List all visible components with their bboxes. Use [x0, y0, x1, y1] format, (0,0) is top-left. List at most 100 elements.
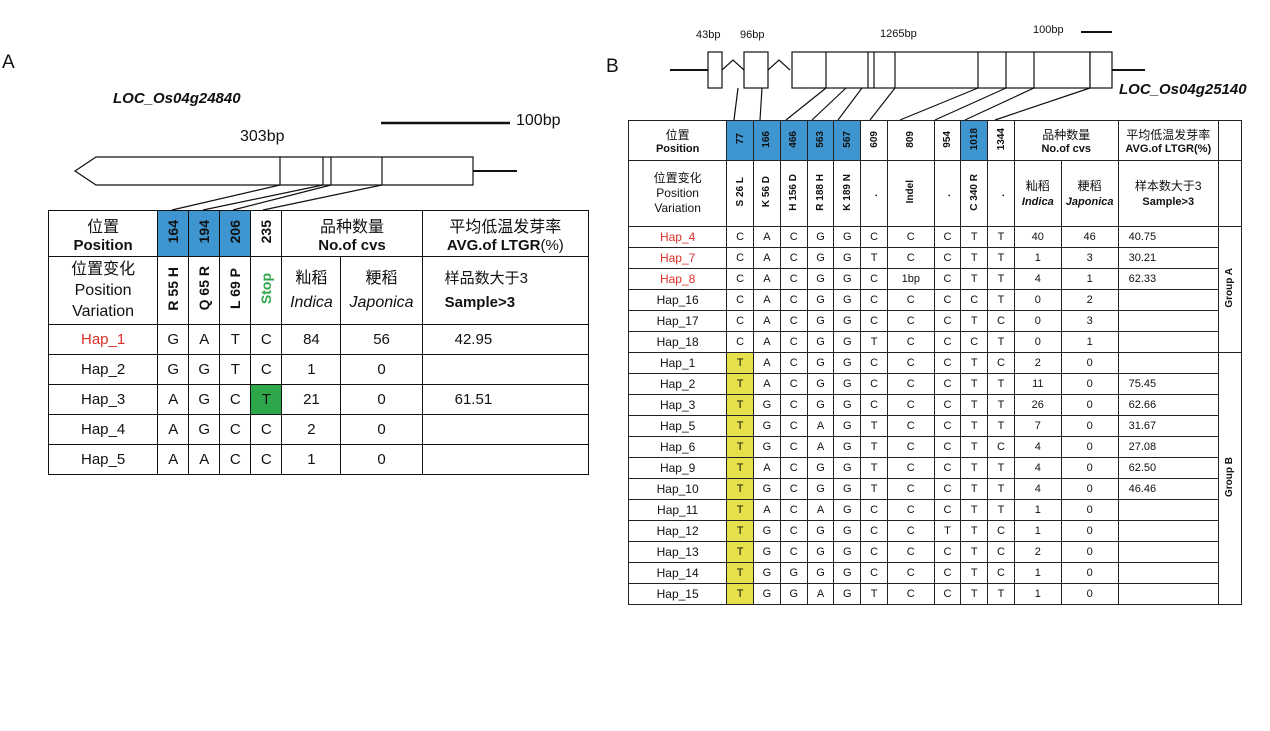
base-cell: C [933, 310, 962, 332]
indica-count: 4 [1013, 268, 1062, 290]
base-cell: T [987, 583, 1015, 605]
indica-count: 21 [281, 384, 342, 415]
variation-cell: . [987, 160, 1015, 227]
avg-ltgr-cell: 75.45 [1117, 373, 1219, 395]
indica-count: 4 [1013, 436, 1062, 458]
base-cell: G [833, 478, 862, 500]
position-cell: 194 [188, 210, 221, 257]
indica-count: 2 [1013, 541, 1062, 563]
base-cell: G [833, 457, 862, 479]
base-cell: T [933, 520, 962, 542]
base-cell: C [779, 310, 808, 332]
table-row: Hap_11 T A C A G C C C T T 1 0 [627, 499, 1242, 521]
position-cell: 954 [933, 120, 962, 161]
indica-count: 11 [1013, 373, 1062, 395]
japonica-count: 0 [340, 444, 423, 475]
base-cell: T [726, 583, 755, 605]
base-cell: C [779, 268, 808, 290]
base-cell: C [933, 226, 962, 248]
base-cell: C [860, 226, 888, 248]
base-cell: C [860, 541, 888, 563]
base-cell: G [753, 436, 781, 458]
base-cell: T [726, 520, 755, 542]
base-cell: T [987, 499, 1015, 521]
avg-ltgr-cell: 42.95 [421, 324, 590, 355]
base-cell: G [753, 541, 781, 563]
variation-cell: R 55 H [157, 256, 190, 325]
base-cell: T [726, 415, 755, 437]
base-cell: C [933, 541, 962, 563]
japonica-count: 1 [1060, 331, 1119, 353]
variation-cell: L 69 P [219, 256, 252, 325]
base-cell: T [726, 541, 755, 563]
avg-ltgr-cell [1117, 541, 1219, 563]
base-cell: C [933, 457, 962, 479]
table-row: Hap_5 T G C A G T C C T T 7 0 31.67 [627, 415, 1242, 437]
base-cell: C [726, 247, 755, 269]
table-row: Hap_3 A G C T 21 0 61.51 [47, 384, 590, 415]
base-cell: C [779, 520, 808, 542]
base-cell: A [753, 373, 781, 395]
japonica-count: 0 [1060, 352, 1119, 374]
base-cell: T [726, 478, 755, 500]
indica-count: 1 [1013, 583, 1062, 605]
base-cell: G [753, 415, 781, 437]
avg-ltgr-cell [1117, 562, 1219, 584]
base-cell: T [960, 415, 989, 437]
position-cell: 1344 [987, 120, 1015, 161]
sample-header: 样本数大于3 Sample>3 [1117, 160, 1219, 227]
base-cell: C [779, 394, 808, 416]
base-cell: A [753, 268, 781, 290]
base-cell: C [987, 436, 1015, 458]
variation-cell: K 56 D [753, 160, 781, 227]
japonica-count: 0 [1060, 478, 1119, 500]
base-cell: C [933, 394, 962, 416]
base-cell: G [157, 354, 190, 385]
base-cell: A [753, 352, 781, 374]
avg-ltgr-cell [1117, 289, 1219, 311]
base-cell: T [860, 415, 888, 437]
indica-count: 0 [1013, 289, 1062, 311]
base-cell: G [833, 310, 862, 332]
base-cell: T [960, 394, 989, 416]
base-cell: C [860, 310, 888, 332]
group-column-header [1217, 160, 1243, 227]
haplotype-cell: Hap_7 [627, 247, 728, 269]
base-cell: C [779, 436, 808, 458]
base-cell: C [987, 520, 1015, 542]
base-cell: C [933, 352, 962, 374]
base-cell: C [933, 478, 962, 500]
base-cell: T [860, 247, 888, 269]
base-cell: C [250, 444, 283, 475]
panel-b-seg-label: 43bp [696, 29, 721, 41]
panel-b-scale-label: 100bp [1033, 24, 1064, 36]
base-cell: C [726, 310, 755, 332]
base-cell: G [806, 520, 835, 542]
base-cell: T [987, 331, 1015, 353]
cvs-header: 品种数量 No.of cvs [281, 210, 423, 257]
position-cell: 166 [753, 120, 781, 161]
base-cell: 1bp [886, 268, 935, 290]
base-cell: C [933, 562, 962, 584]
base-cell: T [987, 373, 1015, 395]
base-cell: T [726, 373, 755, 395]
position-cell: 77 [726, 120, 755, 161]
base-cell: C [779, 499, 808, 521]
base-cell: C [219, 414, 252, 445]
panel-a-exon-label: 303bp [240, 128, 285, 145]
base-cell: G [188, 354, 221, 385]
japonica-count: 0 [1060, 415, 1119, 437]
avg-ltgr-cell [1117, 499, 1219, 521]
japonica-count: 0 [1060, 394, 1119, 416]
base-cell: A [157, 384, 190, 415]
base-cell: G [833, 268, 862, 290]
base-cell: T [960, 478, 989, 500]
panel-a-haplotype-table: 位置 Position 164 194 206 235 品种数量 No.of c… [47, 210, 590, 475]
indica-count: 0 [1013, 310, 1062, 332]
haplotype-cell: Hap_11 [627, 499, 728, 521]
japonica-header: 粳稻 Japonica [340, 256, 423, 325]
base-cell: T [987, 394, 1015, 416]
base-cell: G [806, 457, 835, 479]
haplotype-cell: Hap_12 [627, 520, 728, 542]
base-cell: C [933, 247, 962, 269]
